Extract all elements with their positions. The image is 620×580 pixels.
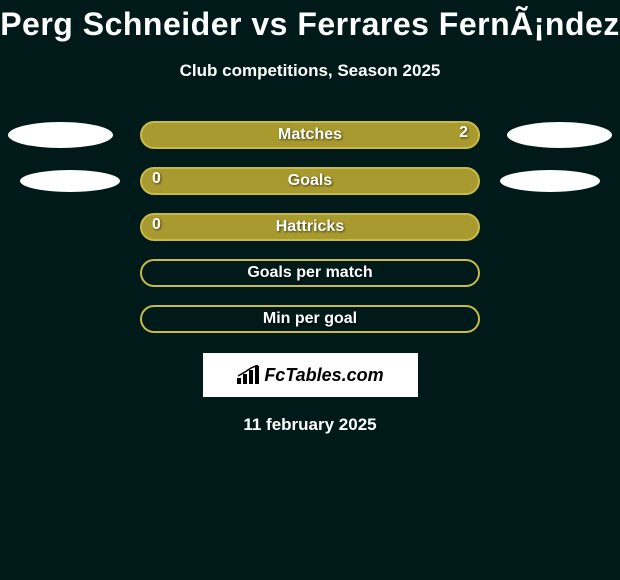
stat-label: Matches bbox=[278, 126, 342, 144]
date-label: 11 february 2025 bbox=[0, 415, 620, 435]
logo-box: FcTables.com bbox=[203, 353, 418, 397]
stat-bar: Matches bbox=[140, 121, 480, 149]
page-title: Perg Schneider vs Ferrares FernÃ¡ndez bbox=[0, 0, 620, 43]
player-left-marker bbox=[20, 170, 120, 192]
stat-row: Goals 0 bbox=[0, 167, 620, 195]
player-right-marker bbox=[500, 170, 600, 192]
stat-label: Goals per match bbox=[247, 264, 372, 282]
stat-row: Goals per match bbox=[0, 259, 620, 287]
stat-label: Goals bbox=[288, 172, 332, 190]
stat-row: Min per goal bbox=[0, 305, 620, 333]
stat-row: Matches 2 bbox=[0, 121, 620, 149]
stat-bar: Min per goal bbox=[140, 305, 480, 333]
stat-label: Hattricks bbox=[276, 218, 344, 236]
stat-label: Min per goal bbox=[263, 310, 357, 328]
stat-row: Hattricks 0 bbox=[0, 213, 620, 241]
stat-bar: Hattricks bbox=[140, 213, 480, 241]
player-right-marker bbox=[507, 122, 612, 148]
subtitle: Club competitions, Season 2025 bbox=[0, 61, 620, 81]
stat-value-right: 2 bbox=[459, 124, 468, 142]
logo-text: FcTables.com bbox=[264, 365, 383, 386]
stat-bar: Goals bbox=[140, 167, 480, 195]
comparison-rows: Matches 2 Goals 0 Hattricks 0 Goals per match M… bbox=[0, 121, 620, 333]
stat-value-left: 0 bbox=[152, 170, 161, 188]
player-left-marker bbox=[8, 122, 113, 148]
chart-icon bbox=[236, 365, 260, 385]
stat-value-left: 0 bbox=[152, 216, 161, 234]
stat-bar: Goals per match bbox=[140, 259, 480, 287]
